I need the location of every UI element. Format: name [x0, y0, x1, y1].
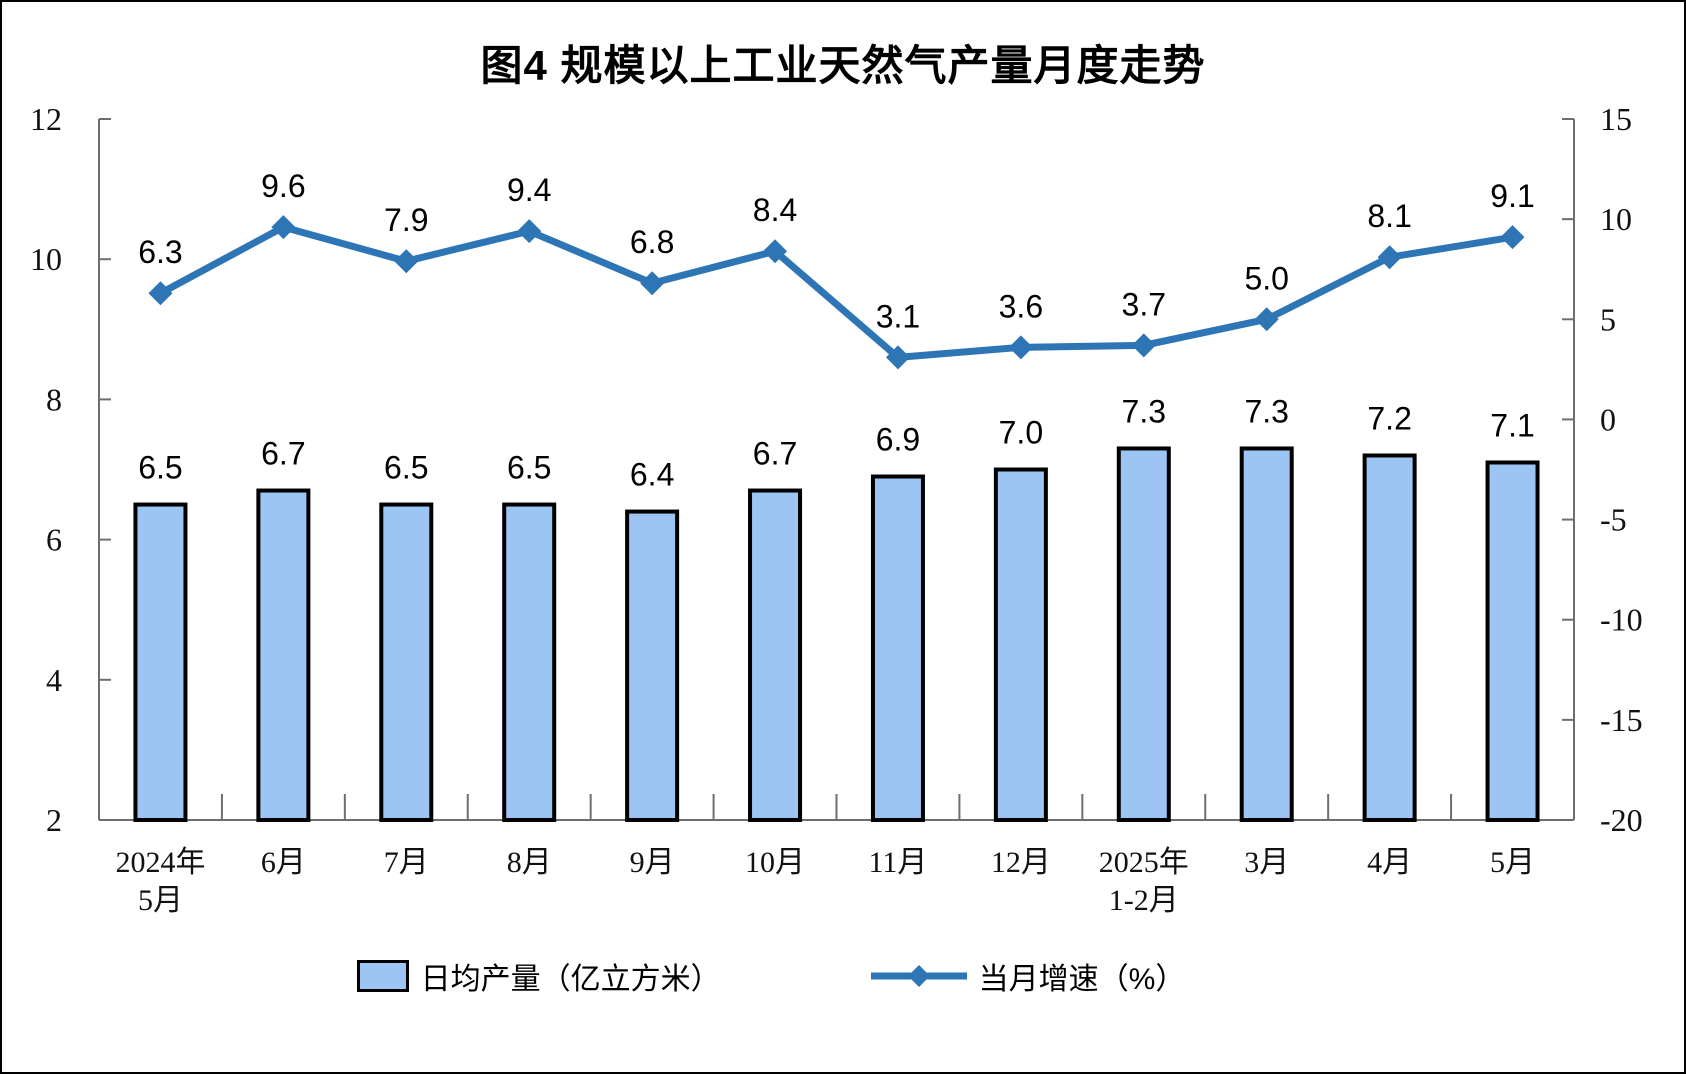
legend-item-bars: 日均产量（亿立方米） — [356, 954, 721, 998]
bar-label: 7.0 — [999, 415, 1043, 451]
line-marker-2 — [394, 249, 419, 274]
bar-label: 6.7 — [261, 436, 305, 472]
bar-9 — [1239, 446, 1294, 822]
bar-label: 6.7 — [753, 436, 797, 472]
line-label: 8.1 — [1367, 198, 1411, 234]
x-category-label: 1-2月 — [1109, 884, 1179, 917]
bar-legend-label: 日均产量（亿立方米） — [420, 963, 721, 996]
right-axis-tick-label: 10 — [1600, 201, 1632, 237]
left-axis-tick-label: 2 — [46, 802, 62, 838]
x-category-label: 4月 — [1367, 846, 1412, 879]
line-label: 6.3 — [138, 234, 182, 270]
bar-label: 7.1 — [1490, 407, 1534, 443]
line-marker-7 — [1008, 335, 1033, 360]
line-marker-8 — [1131, 333, 1156, 358]
line-marker-10 — [1377, 245, 1402, 270]
x-category-label: 3月 — [1244, 846, 1289, 879]
right-axis-tick-label: 5 — [1600, 301, 1616, 337]
line-label: 3.6 — [999, 288, 1043, 324]
line-marker-9 — [1254, 307, 1279, 332]
right-axis-tick-label: -5 — [1600, 502, 1627, 538]
bar-label: 7.3 — [1244, 393, 1288, 429]
left-axis-tick-label: 4 — [46, 662, 62, 698]
x-category-label: 12月 — [991, 846, 1051, 879]
bar-10 — [1362, 453, 1417, 822]
bar-label: 6.5 — [507, 450, 551, 486]
bar-6 — [870, 474, 925, 822]
left-axis-tick-label: 10 — [30, 241, 62, 277]
line-marker-3 — [517, 219, 542, 244]
x-category-label: 7月 — [384, 846, 429, 879]
line-legend-label: 当月增速（%） — [978, 963, 1186, 996]
line-label: 9.1 — [1490, 178, 1534, 214]
line-legend-swatch — [870, 965, 967, 987]
line-label: 9.4 — [507, 172, 551, 208]
bar-label: 6.4 — [630, 457, 674, 493]
bar-label: 6.5 — [138, 450, 182, 486]
bar-4 — [625, 509, 680, 822]
bar-label: 6.5 — [384, 450, 428, 486]
bar-1 — [256, 488, 311, 822]
bar-3 — [502, 502, 557, 822]
bar-5 — [748, 488, 803, 822]
line-label: 9.6 — [261, 168, 305, 204]
bar-2 — [379, 502, 434, 822]
line-marker-5 — [763, 239, 788, 264]
right-axis-tick-label: -15 — [1600, 702, 1643, 738]
x-category-label: 6月 — [261, 846, 306, 879]
legend-item-line: 当月增速（%） — [870, 954, 1186, 998]
legend-line-marker — [907, 965, 930, 987]
left-axis-tick-label: 12 — [30, 101, 62, 137]
bar-11 — [1485, 460, 1540, 822]
line-label: 3.7 — [1122, 286, 1166, 322]
x-category-label: 5月 — [138, 884, 183, 917]
line-marker-6 — [885, 345, 910, 370]
chart-title: 图4 规模以上工业天然气产量月度走势 — [480, 42, 1206, 89]
bar-label: 7.3 — [1122, 393, 1166, 429]
left-axis-tick-label: 8 — [46, 381, 62, 417]
line-marker-4 — [640, 271, 665, 296]
line-label: 3.1 — [876, 298, 920, 334]
line-marker-11 — [1500, 225, 1525, 250]
right-axis-tick-label: 0 — [1600, 401, 1616, 437]
x-category-label: 2024年 — [115, 846, 205, 879]
x-category-label: 10月 — [745, 846, 805, 879]
x-category-label: 2025年 — [1099, 846, 1189, 879]
line-label: 7.9 — [384, 202, 428, 238]
bar-8 — [1116, 446, 1171, 822]
line-marker-1 — [271, 215, 296, 240]
bar-0 — [133, 502, 188, 822]
line-marker-0 — [148, 281, 173, 306]
growth-line — [158, 223, 1514, 361]
bar-7 — [993, 467, 1048, 822]
right-axis-tick-label: -20 — [1600, 802, 1643, 838]
bar-legend-swatch — [356, 960, 409, 992]
x-category-label: 9月 — [630, 846, 675, 879]
line-label: 8.4 — [753, 192, 797, 228]
legend: 日均产量（亿立方米） 当月增速（%） — [2, 954, 1612, 998]
x-category-label: 11月 — [869, 846, 928, 879]
right-axis-tick-label: 15 — [1600, 101, 1632, 137]
x-category-label: 5月 — [1490, 846, 1535, 879]
bar-label: 6.9 — [876, 422, 920, 458]
right-axis-tick-label: -10 — [1600, 602, 1643, 638]
line-label: 6.8 — [630, 224, 674, 260]
bar-label: 7.2 — [1367, 400, 1411, 436]
x-category-label: 8月 — [507, 846, 552, 879]
left-axis-tick-label: 6 — [46, 522, 62, 558]
line-label: 5.0 — [1244, 260, 1288, 296]
